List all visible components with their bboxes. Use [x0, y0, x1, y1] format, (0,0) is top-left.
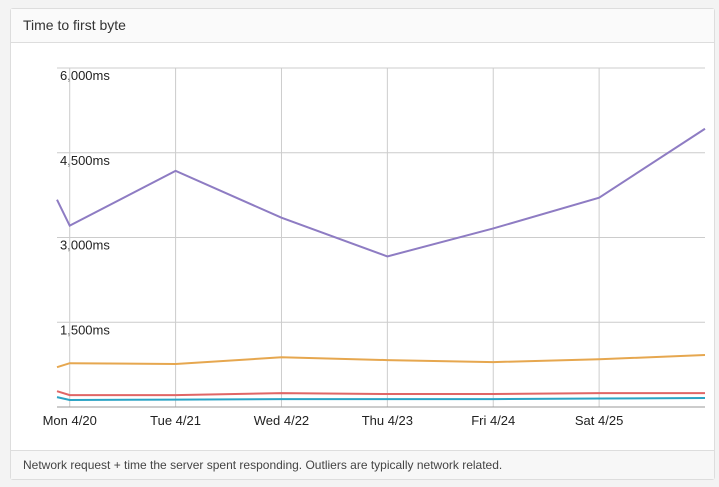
series-line [56, 127, 706, 258]
y-tick-label: 6,000ms [60, 68, 110, 83]
x-tick-label: Fri 4/24 [471, 413, 515, 428]
x-tick-label: Mon 4/20 [43, 413, 97, 428]
x-tick-label: Wed 4/22 [254, 413, 309, 428]
panel-footer: Network request + time the server spent … [11, 450, 714, 479]
panel-title: Time to first byte [11, 9, 714, 43]
x-tick-label: Tue 4/21 [150, 413, 201, 428]
x-tick-label: Sat 4/25 [575, 413, 623, 428]
panel: Time to first byte Network request + tim… [10, 8, 715, 480]
series-line [56, 396, 706, 401]
series-line [56, 390, 705, 397]
x-tick-label: Thu 4/23 [362, 413, 413, 428]
series-line [56, 354, 706, 369]
y-tick-label: 1,500ms [60, 322, 110, 337]
y-tick-label: 3,000ms [60, 238, 110, 253]
y-tick-label: 4,500ms [60, 153, 110, 168]
